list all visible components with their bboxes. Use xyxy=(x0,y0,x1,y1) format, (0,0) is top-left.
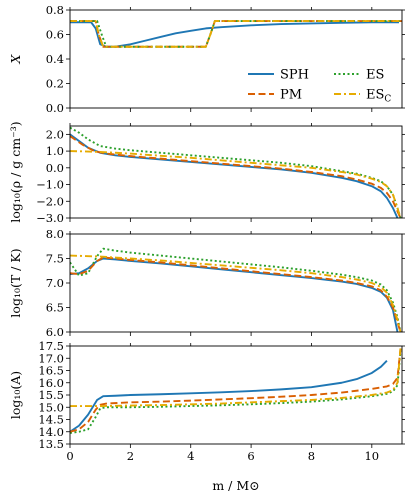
y-tick-label: 17.5 xyxy=(38,339,64,353)
series-line-es xyxy=(70,350,402,434)
y-tick-label: 0.6 xyxy=(46,28,64,42)
x-tick-label: 6 xyxy=(247,449,254,463)
x-tick-label: 4 xyxy=(187,449,194,463)
legend-entry-pm: PM xyxy=(248,88,302,103)
y-tick-label: 7.5 xyxy=(46,252,64,266)
series-group xyxy=(70,247,402,332)
y-axis-label: log₁₀(T / K) xyxy=(8,248,23,317)
series-line-sph xyxy=(70,133,399,218)
legend-entry-es: ES xyxy=(334,68,384,83)
y-tick-label: 0.8 xyxy=(46,3,64,17)
y-tick-label: 1.0 xyxy=(46,144,64,158)
series-line-es xyxy=(70,20,402,48)
series-group xyxy=(70,348,402,434)
y-tick-label: 15.0 xyxy=(38,400,64,414)
y-tick-label: 6.0 xyxy=(46,325,64,339)
panel-0: 0.0 0.2 0.4 0.6 0.8 X xyxy=(8,3,405,115)
series-line-esc xyxy=(70,254,402,332)
series-line-sph xyxy=(70,360,388,433)
series-line-pm xyxy=(70,256,402,332)
legend-label: SPH xyxy=(280,68,309,83)
legend: SPH ES PM ESC xyxy=(248,68,391,105)
panel-1: −3.0 −2.0 −1.0 0.0 1.0 2.0 log₁₀(ρ / g cm⁻³) xyxy=(8,121,405,225)
series-line-pm xyxy=(70,20,402,48)
legend-entry-esc: ESC xyxy=(334,88,391,105)
y-tick-label: 15.5 xyxy=(38,388,64,402)
y-tick-label: 0.0 xyxy=(46,101,64,115)
series-line-pm xyxy=(70,135,402,218)
x-tick-label: 8 xyxy=(308,449,315,463)
y-tick-label: 6.5 xyxy=(46,301,64,315)
x-tick-label: 10 xyxy=(364,449,379,463)
y-tick-label: 14.0 xyxy=(38,425,64,439)
legend-entry-sph: SPH xyxy=(248,68,309,83)
x-axis-label: m / M⊙ xyxy=(212,478,259,493)
y-tick-label: 17.0 xyxy=(38,351,64,365)
legend-label: ES xyxy=(366,68,384,83)
series-line-esc xyxy=(70,20,402,48)
series-line-esc xyxy=(70,348,402,407)
series-line-sph xyxy=(70,21,399,48)
y-tick-label: 8.0 xyxy=(46,227,64,241)
legend-label: PM xyxy=(280,88,302,103)
panel-3: 13.514.014.515.015.516.016.517.017.5 0 2 4 6… xyxy=(8,339,405,463)
y-tick-label: −1.0 xyxy=(36,178,64,192)
x-tick-label: 0 xyxy=(66,449,73,463)
series-line-es xyxy=(70,247,402,332)
y-tick-label: 13.5 xyxy=(38,437,64,451)
series-line-esc xyxy=(70,150,402,218)
y-tick-label: 0.2 xyxy=(46,77,64,91)
y-axis-label: X xyxy=(8,53,23,64)
y-tick-label: 16.5 xyxy=(38,364,64,378)
y-tick-label: 0.4 xyxy=(46,52,64,66)
panel-2: 6.0 6.5 7.0 7.5 8.0 log₁₀(T / K) xyxy=(8,227,405,339)
y-axis-label: log₁₀(ρ / g cm⁻³) xyxy=(8,121,23,222)
series-line-pm xyxy=(70,348,402,433)
y-tick-label: 2.0 xyxy=(46,127,64,141)
y-tick-label: 7.0 xyxy=(46,276,64,290)
y-tick-label: 16.0 xyxy=(38,376,64,390)
x-tick-label: 2 xyxy=(127,449,134,463)
y-tick-label: 0.0 xyxy=(46,161,64,175)
legend-label: ESC xyxy=(366,88,391,105)
series-group xyxy=(70,126,402,218)
y-tick-label: −2.0 xyxy=(36,194,64,208)
axes-frame xyxy=(69,125,403,219)
y-tick-label: −3.0 xyxy=(36,211,64,225)
y-tick-label: 14.5 xyxy=(38,413,64,427)
series-group xyxy=(70,20,402,48)
y-axis-label: log₁₀(A) xyxy=(8,371,23,419)
panels: 0.0 0.2 0.4 0.6 0.8 X −3.0 −2.0 −1.0 0.0 1.0 2.0 log… xyxy=(8,3,405,463)
